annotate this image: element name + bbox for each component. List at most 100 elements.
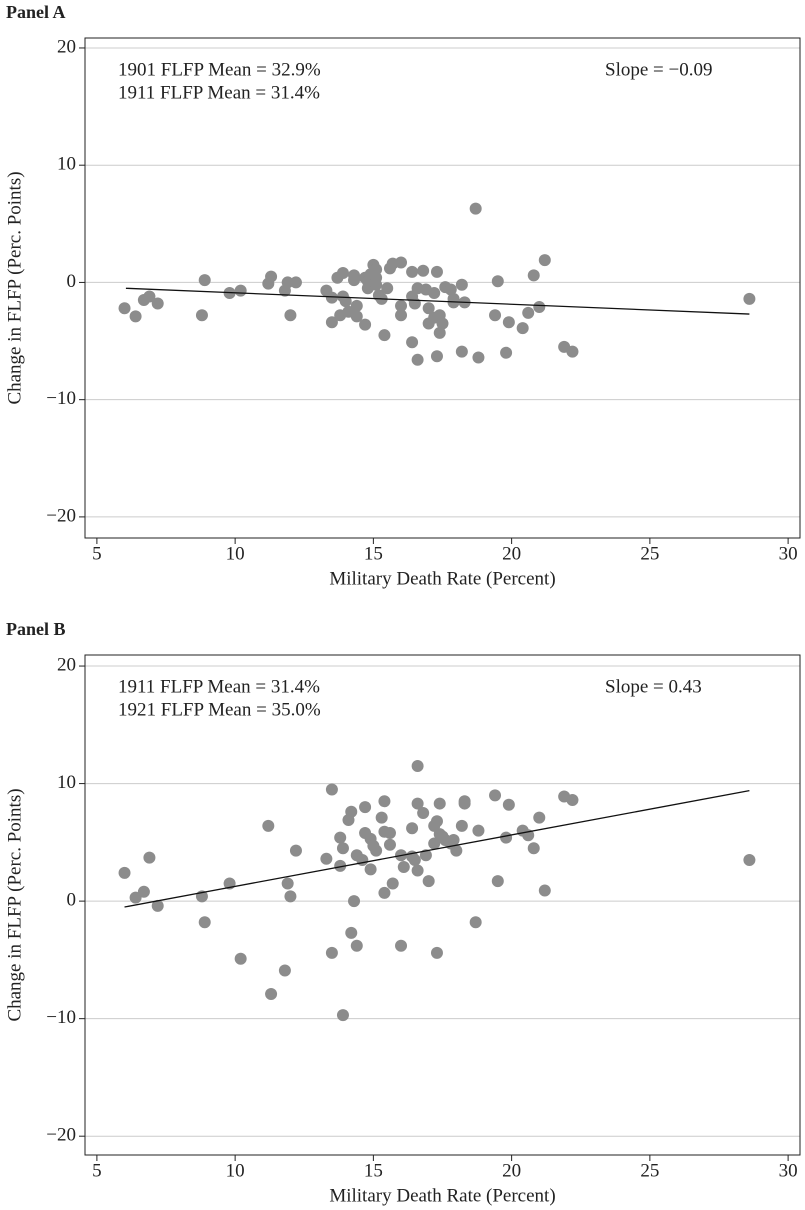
point bbox=[450, 844, 463, 857]
point bbox=[370, 844, 383, 857]
point bbox=[262, 819, 275, 832]
point bbox=[419, 849, 432, 862]
point bbox=[320, 852, 333, 865]
point bbox=[265, 270, 278, 283]
point bbox=[375, 811, 388, 824]
point bbox=[336, 842, 349, 855]
annotation: Slope = 0.43 bbox=[605, 676, 702, 697]
point bbox=[195, 309, 208, 322]
annotation: Slope = −0.09 bbox=[605, 59, 712, 80]
point bbox=[433, 797, 446, 810]
point bbox=[325, 316, 338, 329]
y-axis-label: Change in FLFP (Perc. Points) bbox=[4, 171, 25, 404]
point bbox=[417, 806, 430, 819]
point bbox=[430, 265, 443, 278]
point bbox=[522, 306, 535, 319]
point bbox=[455, 278, 468, 291]
y-tick-label: 10 bbox=[57, 154, 76, 175]
point bbox=[500, 346, 513, 359]
x-tick-label: 25 bbox=[640, 1160, 659, 1181]
point bbox=[350, 939, 363, 952]
point bbox=[422, 302, 435, 315]
point bbox=[458, 795, 471, 808]
annotation: 1911 FLFP Mean = 31.4% bbox=[118, 676, 320, 697]
annotation: 1921 FLFP Mean = 35.0% bbox=[118, 699, 321, 720]
point bbox=[143, 851, 156, 864]
point bbox=[533, 301, 546, 314]
point bbox=[502, 316, 515, 329]
point bbox=[289, 844, 302, 857]
point bbox=[386, 877, 399, 890]
point bbox=[350, 299, 363, 312]
point bbox=[325, 946, 338, 959]
point bbox=[118, 866, 131, 879]
point bbox=[265, 987, 278, 1000]
fit-line bbox=[125, 287, 750, 315]
x-tick-label: 20 bbox=[502, 1160, 521, 1181]
point bbox=[433, 326, 446, 339]
plot-frame bbox=[84, 37, 801, 539]
point bbox=[284, 309, 297, 322]
point bbox=[364, 863, 377, 876]
point bbox=[491, 875, 504, 888]
point bbox=[395, 939, 408, 952]
point bbox=[411, 864, 424, 877]
point bbox=[118, 302, 131, 315]
point bbox=[345, 805, 358, 818]
point bbox=[417, 264, 430, 277]
y-tick-label: −10 bbox=[46, 1007, 76, 1028]
point bbox=[743, 292, 756, 305]
point bbox=[447, 834, 460, 847]
point bbox=[430, 946, 443, 959]
point bbox=[383, 838, 396, 851]
point bbox=[406, 336, 419, 349]
panel-title: Panel B bbox=[6, 619, 66, 639]
point bbox=[395, 309, 408, 322]
point bbox=[472, 824, 485, 837]
x-tick-label: 5 bbox=[92, 1160, 102, 1181]
point bbox=[359, 801, 372, 814]
point bbox=[129, 891, 142, 904]
point bbox=[566, 345, 579, 358]
point bbox=[378, 795, 391, 808]
point bbox=[469, 202, 482, 215]
point bbox=[411, 353, 424, 366]
panel-title: Panel A bbox=[6, 2, 66, 22]
point bbox=[469, 916, 482, 929]
point bbox=[334, 831, 347, 844]
y-tick-label: −20 bbox=[46, 1125, 76, 1146]
point bbox=[527, 269, 540, 282]
point bbox=[500, 831, 513, 844]
point bbox=[428, 837, 441, 850]
y-tick-label: 20 bbox=[57, 36, 76, 57]
point bbox=[436, 317, 449, 330]
point bbox=[281, 877, 294, 890]
point bbox=[538, 884, 551, 897]
point bbox=[566, 794, 579, 807]
point bbox=[489, 309, 502, 322]
point bbox=[408, 853, 421, 866]
point bbox=[234, 284, 247, 297]
x-axis-label: Military Death Rate (Percent) bbox=[329, 568, 555, 589]
x-tick-label: 25 bbox=[640, 543, 659, 564]
y-axis-label: Change in FLFP (Perc. Points) bbox=[4, 788, 25, 1021]
point bbox=[383, 826, 396, 839]
y-tick-label: 10 bbox=[57, 772, 76, 793]
point bbox=[430, 350, 443, 363]
point bbox=[198, 916, 211, 929]
point bbox=[356, 853, 369, 866]
point bbox=[408, 297, 421, 310]
point bbox=[143, 290, 156, 303]
y-tick-label: −20 bbox=[46, 505, 76, 526]
point bbox=[370, 263, 383, 276]
x-tick-label: 15 bbox=[364, 1160, 383, 1181]
point bbox=[411, 759, 424, 772]
point bbox=[430, 815, 443, 828]
point bbox=[378, 886, 391, 899]
point bbox=[350, 310, 363, 323]
point bbox=[455, 345, 468, 358]
point bbox=[411, 797, 424, 810]
point bbox=[395, 256, 408, 269]
